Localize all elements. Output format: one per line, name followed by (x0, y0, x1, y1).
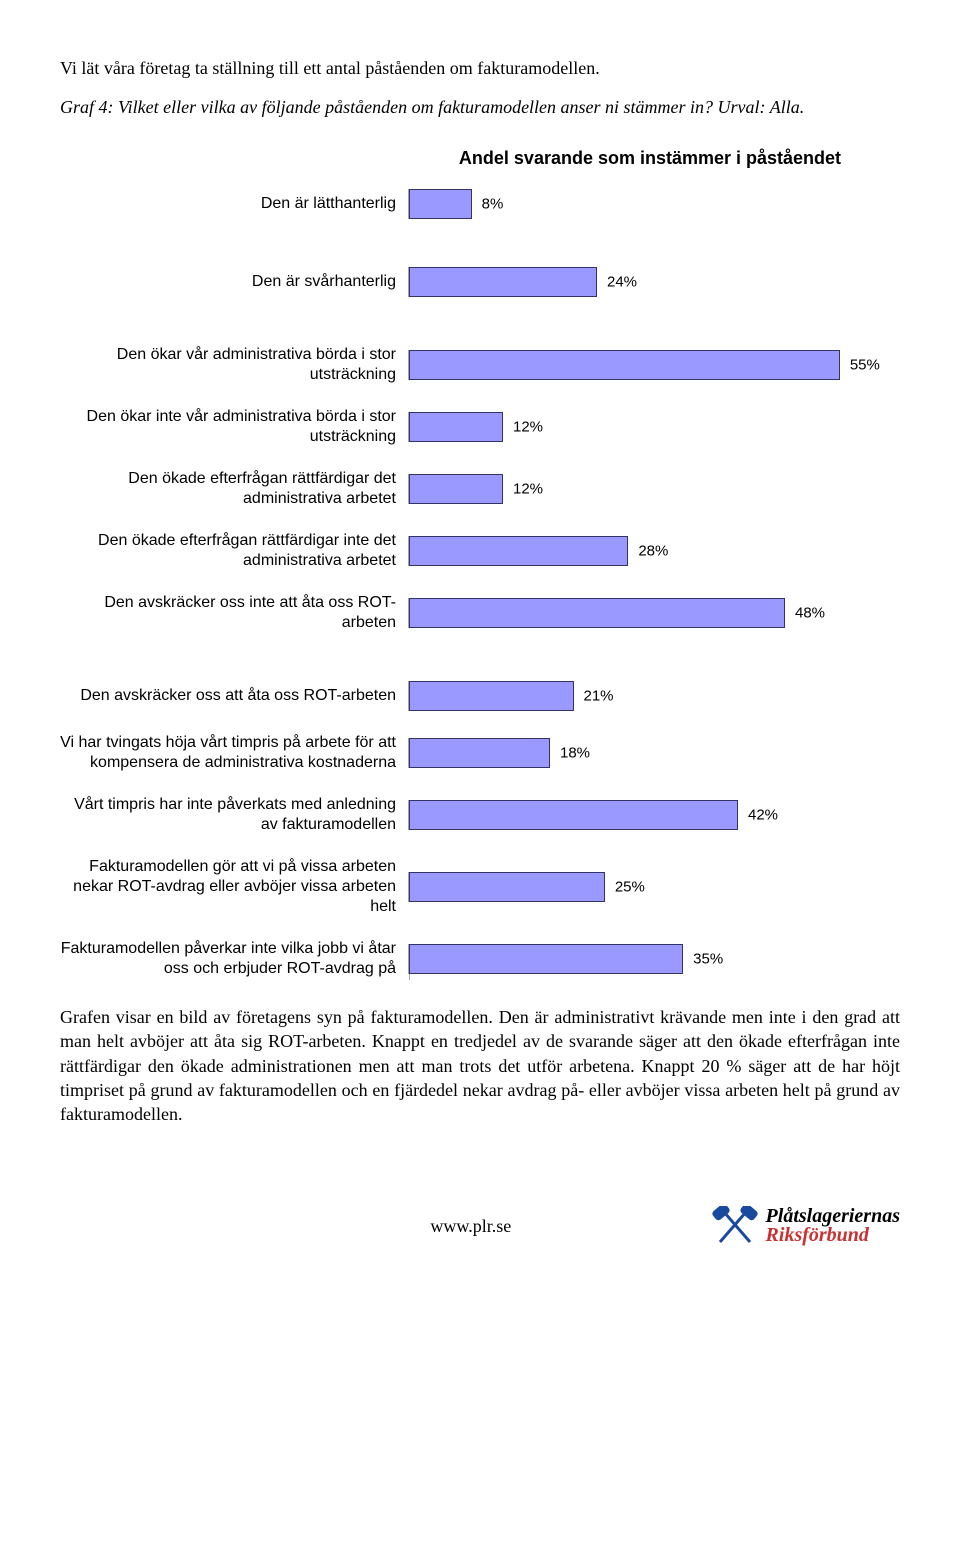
bar-area: 21% (408, 681, 900, 711)
bar-value: 24% (607, 274, 637, 291)
chart-row: Den är svårhanterlig 24% (60, 267, 900, 297)
chart-caption: Graf 4: Vilket eller vilka av följande p… (60, 97, 900, 118)
bar-area: 35% (408, 944, 900, 974)
bar-label: Den ökade efterfrågan rättfärdigar inte … (60, 531, 408, 571)
footer-logo: Plåtslageriernas Riksförbund (712, 1206, 900, 1246)
hammers-icon (712, 1206, 758, 1246)
bar-value: 21% (584, 688, 614, 705)
bar-label: Den är lätthanterlig (60, 194, 408, 214)
bar (409, 800, 738, 830)
bar-value: 55% (850, 357, 880, 374)
bar-label: Den är svårhanterlig (60, 272, 408, 292)
bar (409, 536, 628, 566)
chart-row: Den ökar vår administrativa börda i stor… (60, 345, 900, 385)
bar-label: Den avskräcker oss att åta oss ROT-arbet… (60, 686, 408, 706)
bar-area: 42% (408, 800, 900, 830)
chart-row: Vårt timpris har inte påverkats med anle… (60, 795, 900, 835)
bar (409, 412, 503, 442)
logo-line2: Riksförbund (766, 1226, 900, 1245)
bar-value: 8% (482, 196, 504, 213)
bar-label: Den ökade efterfrågan rättfärdigar det a… (60, 469, 408, 509)
bar-area: 24% (408, 267, 900, 297)
bar-value: 48% (795, 605, 825, 622)
page-footer: www.plr.se Plåtslageriernas Riksförbund (60, 1206, 900, 1246)
bar (409, 944, 683, 974)
bar-area: 28% (408, 536, 900, 566)
bar-value: 28% (638, 543, 668, 560)
bar-label: Den avskräcker oss inte att åta oss ROT-… (60, 593, 408, 633)
bar (409, 267, 597, 297)
bar-label: Vårt timpris har inte påverkats med anle… (60, 795, 408, 835)
bar-value: 42% (748, 807, 778, 824)
chart-row: Den avskräcker oss inte att åta oss ROT-… (60, 593, 900, 633)
chart-row: Den ökade efterfrågan rättfärdigar inte … (60, 531, 900, 571)
chart-row: Den är lätthanterlig 8% (60, 189, 900, 219)
bar-area: 55% (408, 350, 900, 380)
intro-text: Vi lät våra företag ta ställning till et… (60, 58, 900, 79)
bar (409, 350, 840, 380)
footer-url: www.plr.se (230, 1216, 712, 1237)
chart-row: Vi har tvingats höja vårt timpris på arb… (60, 733, 900, 773)
bar-area: 48% (408, 598, 900, 628)
bar-value: 12% (513, 481, 543, 498)
bar-area: 25% (408, 872, 900, 902)
horizontal-bar-chart: Den är lätthanterlig 8% Den är svårhanterl… (60, 189, 900, 979)
bar-label: Den ökar vår administrativa börda i stor… (60, 345, 408, 385)
chart-row: Fakturamodellen gör att vi på vissa arbe… (60, 857, 900, 917)
bar-label: Vi har tvingats höja vårt timpris på arb… (60, 733, 408, 773)
bar-value: 12% (513, 419, 543, 436)
logo-text: Plåtslageriernas Riksförbund (766, 1207, 900, 1245)
bar-label: Fakturamodellen gör att vi på vissa arbe… (60, 857, 408, 917)
chart-row: Fakturamodellen påverkar inte vilka jobb… (60, 939, 900, 979)
bar-value: 25% (615, 879, 645, 896)
bar-area: 12% (408, 474, 900, 504)
chart-row: Den ökade efterfrågan rättfärdigar det a… (60, 469, 900, 509)
bar (409, 189, 472, 219)
bar-area: 8% (408, 189, 900, 219)
bar (409, 681, 574, 711)
bar-label: Den ökar inte vår administrativa börda i… (60, 407, 408, 447)
bar (409, 738, 550, 768)
body-paragraph: Grafen visar en bild av företagens syn p… (60, 1005, 900, 1126)
bar (409, 598, 785, 628)
chart-title: Andel svarande som instämmer i påstående… (400, 148, 900, 169)
chart-row: Den avskräcker oss att åta oss ROT-arbet… (60, 681, 900, 711)
bar-area: 12% (408, 412, 900, 442)
bar (409, 474, 503, 504)
bar (409, 872, 605, 902)
bar-area: 18% (408, 738, 900, 768)
bar-value: 18% (560, 745, 590, 762)
bar-value: 35% (693, 951, 723, 968)
chart-row: Den ökar inte vår administrativa börda i… (60, 407, 900, 447)
bar-label: Fakturamodellen påverkar inte vilka jobb… (60, 939, 408, 979)
